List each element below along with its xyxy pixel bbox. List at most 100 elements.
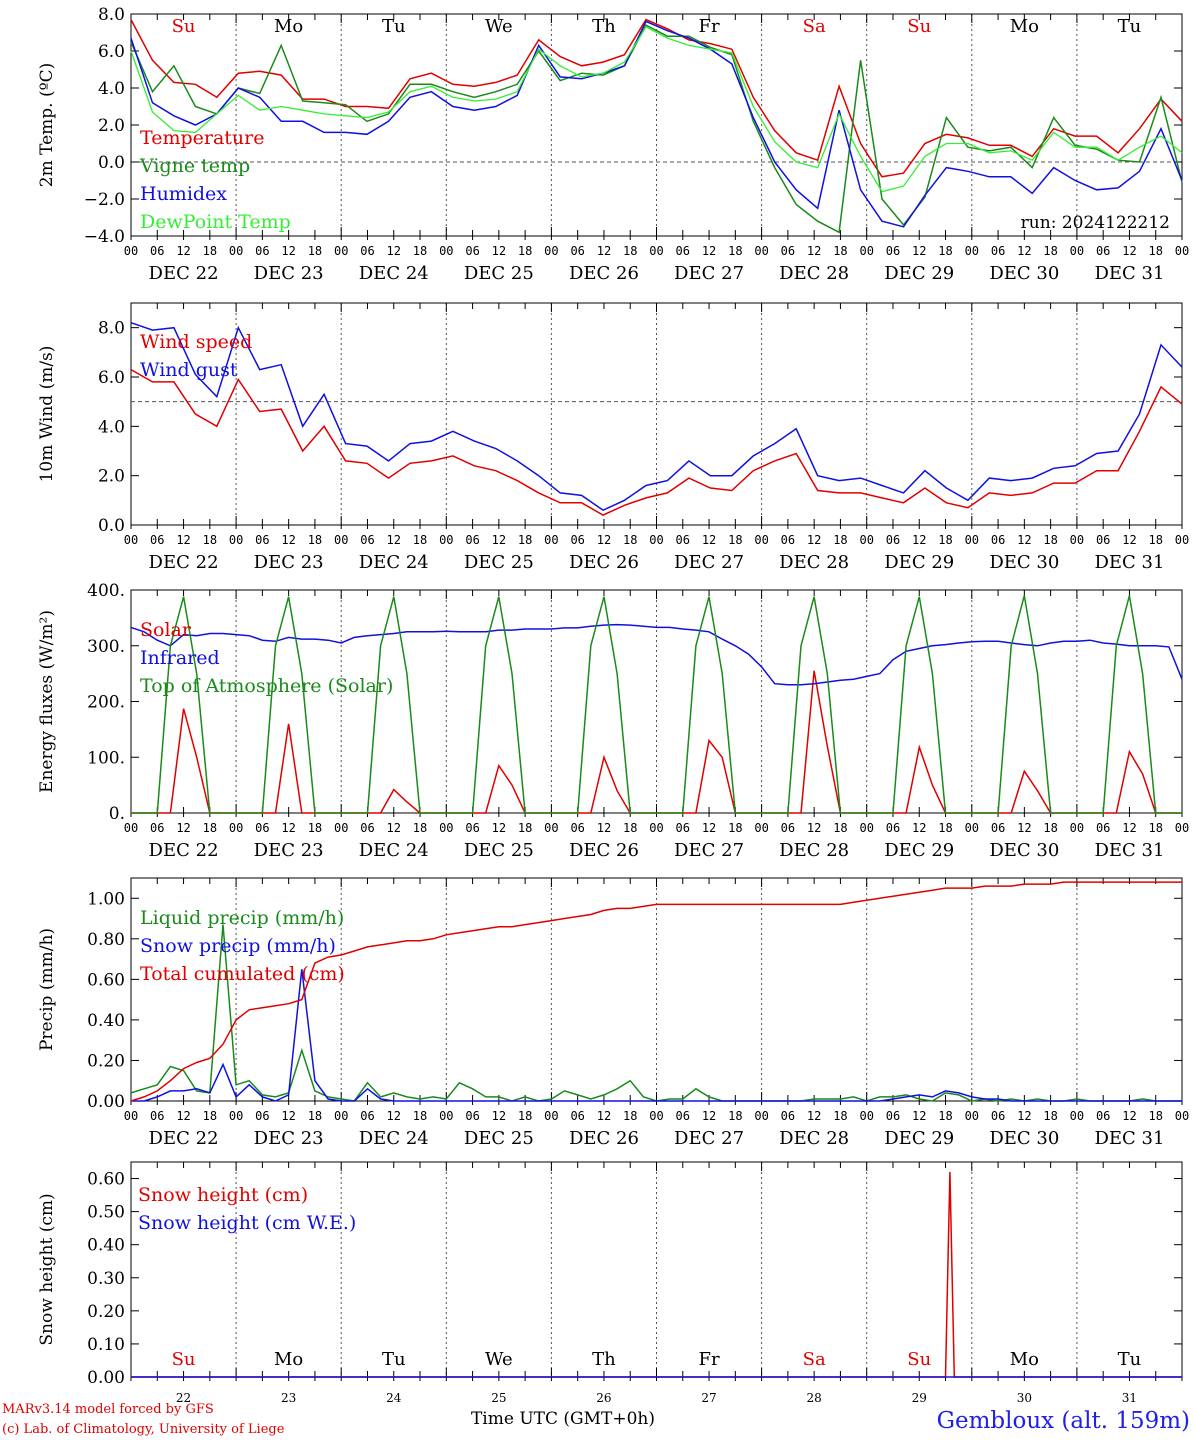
hour-tick-label: 18 [623, 1109, 637, 1123]
date-label: DEC 30 [989, 263, 1059, 284]
hour-tick-label: 00 [334, 533, 348, 547]
hour-tick-label: 06 [360, 1109, 374, 1123]
hour-tick-label: 06 [255, 821, 269, 835]
hour-tick-label: 06 [150, 244, 164, 258]
hour-tick-label: 06 [1096, 244, 1110, 258]
hour-tick-label: 12 [1122, 1109, 1136, 1123]
hour-tick-label: 00 [859, 533, 873, 547]
y-tick-label: 8.0 [98, 5, 125, 25]
hour-tick-label: 00 [544, 244, 558, 258]
date-label: DEC 31 [1094, 840, 1164, 861]
hour-tick-label: 18 [1148, 1109, 1162, 1123]
hour-tick-label: 12 [1122, 533, 1136, 547]
date-label: DEC 22 [149, 263, 219, 284]
hour-tick-label: 18 [308, 821, 322, 835]
y-axis-label: Energy fluxes (W/m²) [37, 610, 57, 793]
hour-tick-label: 00 [754, 821, 768, 835]
hour-tick-label: 00 [124, 821, 138, 835]
y-tick-label: −2.0 [84, 190, 125, 210]
hour-tick-label: 06 [676, 533, 690, 547]
hour-tick-label: 12 [912, 821, 926, 835]
legend-entry: Wind gust [140, 359, 238, 381]
hour-tick-label: 06 [1096, 821, 1110, 835]
hour-tick-label: 00 [544, 1109, 558, 1123]
legend-entry: Top of Atmosphere (Solar) [140, 675, 393, 697]
legend-entry: Liquid precip (mm/h) [140, 907, 344, 929]
hour-tick-label: 12 [492, 821, 506, 835]
hour-tick-label: 12 [281, 1109, 295, 1123]
hour-tick-label: 06 [991, 244, 1005, 258]
series-line-2 [131, 969, 1182, 1102]
hour-tick-label: 12 [597, 244, 611, 258]
hour-tick-label: 18 [1148, 821, 1162, 835]
hour-tick-label: 06 [886, 821, 900, 835]
day-number-label: 30 [1017, 1391, 1032, 1405]
hour-tick-label: 00 [1175, 821, 1189, 835]
y-tick-label: 100. [87, 748, 125, 768]
hour-tick-label: 18 [518, 1109, 532, 1123]
hour-tick-label: 18 [203, 533, 217, 547]
y-tick-label: 0.00 [87, 1368, 125, 1388]
weekday-label: Tu [1118, 1349, 1142, 1370]
y-tick-label: 4.0 [98, 417, 125, 437]
weekday-label: Su [172, 1349, 196, 1370]
date-label: DEC 22 [149, 840, 219, 861]
y-tick-label: 0.20 [87, 1302, 125, 1322]
date-label: DEC 23 [254, 552, 324, 573]
hour-tick-label: 00 [1070, 533, 1084, 547]
hour-tick-label: 18 [203, 1109, 217, 1123]
panel-4: 00 06 12 18 00 06 12 18 00 06 12 18 00 06 12 18 00 06 12 18… [37, 877, 1189, 1149]
hour-tick-label: 18 [413, 244, 427, 258]
hour-tick-label: 06 [1096, 533, 1110, 547]
date-label: DEC 24 [359, 1128, 429, 1149]
hour-tick-label: 00 [1175, 533, 1189, 547]
date-label: DEC 31 [1094, 263, 1164, 284]
panel-5: 22 23 24 25 26 27 28 29 30 31 Su Mo Tu We Th Fr Sa Su Mo Tu… [37, 1161, 1183, 1405]
weekday-label: Fr [699, 1349, 720, 1370]
weekday-label: Su [907, 1349, 931, 1370]
hour-tick-label: 06 [781, 1109, 795, 1123]
hour-tick-label: 18 [728, 1109, 742, 1123]
date-label: DEC 26 [569, 1128, 639, 1149]
date-label: DEC 28 [779, 840, 849, 861]
date-label: DEC 31 [1094, 1128, 1164, 1149]
day-number-label: 25 [491, 1391, 506, 1405]
hour-tick-label: 06 [781, 533, 795, 547]
day-number-label: 26 [596, 1391, 611, 1405]
hour-tick-label: 00 [965, 821, 979, 835]
hour-tick-label: 18 [728, 821, 742, 835]
date-label: DEC 22 [149, 552, 219, 573]
hour-tick-label: 00 [649, 821, 663, 835]
hour-tick-label: 00 [859, 1109, 873, 1123]
hour-tick-label: 06 [570, 1109, 584, 1123]
hour-tick-label: 12 [807, 1109, 821, 1123]
y-axis-label: 2m Temp. (ºC) [37, 63, 57, 188]
hour-tick-label: 18 [1043, 533, 1057, 547]
hour-tick-label: 18 [833, 244, 847, 258]
hour-tick-label: 12 [492, 1109, 506, 1123]
legend-entry: Temperature [140, 127, 264, 149]
hour-tick-label: 18 [308, 1109, 322, 1123]
lab-credit: (c) Lab. of Climatology, University of L… [2, 1422, 285, 1437]
hour-tick-label: 12 [597, 821, 611, 835]
series-line-3 [130, 881, 1182, 1102]
series-line-1 [130, 18, 1183, 178]
weekday-label: Fr [699, 16, 720, 37]
weekday-label: Mo [274, 1349, 303, 1370]
hour-tick-label: 18 [413, 533, 427, 547]
hour-tick-label: 00 [754, 244, 768, 258]
hour-tick-label: 18 [1043, 244, 1057, 258]
weekday-label: Tu [1118, 16, 1142, 37]
hour-tick-label: 12 [702, 533, 716, 547]
hour-tick-label: 12 [1122, 821, 1136, 835]
hour-tick-label: 12 [912, 244, 926, 258]
day-number-label: 22 [176, 1391, 191, 1405]
hour-tick-label: 06 [781, 244, 795, 258]
legend-entry: Infrared [140, 647, 220, 669]
station-name: Gembloux (alt. 159m) [937, 1408, 1190, 1434]
hour-tick-label: 06 [255, 1109, 269, 1123]
hour-tick-label: 18 [308, 533, 322, 547]
hour-tick-label: 12 [1017, 244, 1031, 258]
y-tick-label: 2.0 [98, 116, 125, 136]
